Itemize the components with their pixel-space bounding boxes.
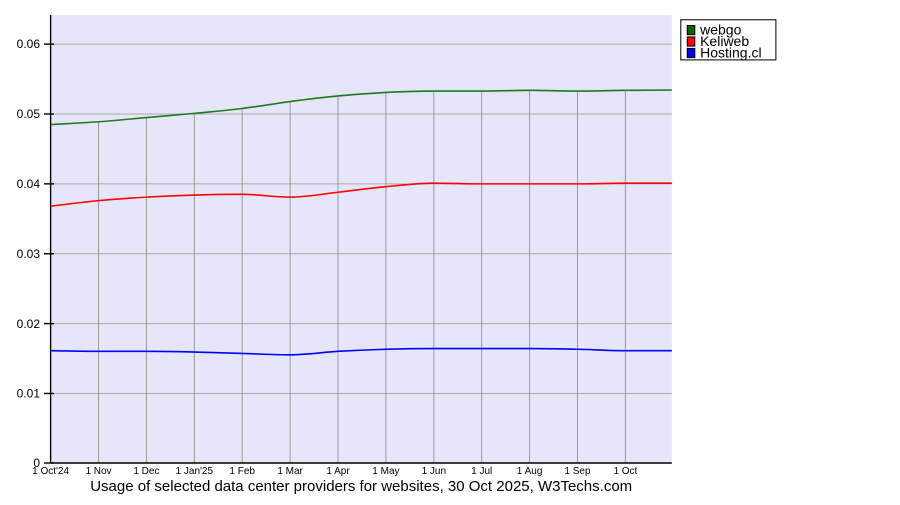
svg-text:1 Apr: 1 Apr [326, 466, 350, 477]
svg-text:1 May: 1 May [372, 466, 399, 477]
svg-text:1 Mar: 1 Mar [277, 466, 303, 477]
svg-text:1 Aug: 1 Aug [517, 466, 543, 477]
svg-text:1 Jun: 1 Jun [422, 466, 446, 477]
svg-text:1 Oct: 1 Oct [613, 466, 637, 477]
svg-text:0.01: 0.01 [17, 387, 41, 401]
svg-text:1 Nov: 1 Nov [85, 466, 111, 477]
svg-text:1 Sep: 1 Sep [564, 466, 591, 477]
svg-text:1 Dec: 1 Dec [133, 466, 159, 477]
svg-text:0.03: 0.03 [17, 247, 41, 261]
svg-text:Hosting.cl: Hosting.cl [700, 44, 761, 60]
svg-text:0.04: 0.04 [17, 177, 41, 191]
svg-text:1 Feb: 1 Feb [229, 466, 255, 477]
svg-text:0.06: 0.06 [17, 37, 41, 51]
svg-text:1 Jul: 1 Jul [471, 466, 492, 477]
svg-text:0.05: 0.05 [17, 107, 41, 121]
svg-text:1 Jan'25: 1 Jan'25 [176, 466, 214, 477]
svg-text:1 Oct'24: 1 Oct'24 [32, 466, 69, 477]
svg-text:Usage of selected data center: Usage of selected data center providers … [90, 478, 632, 495]
svg-text:0.02: 0.02 [17, 317, 41, 331]
